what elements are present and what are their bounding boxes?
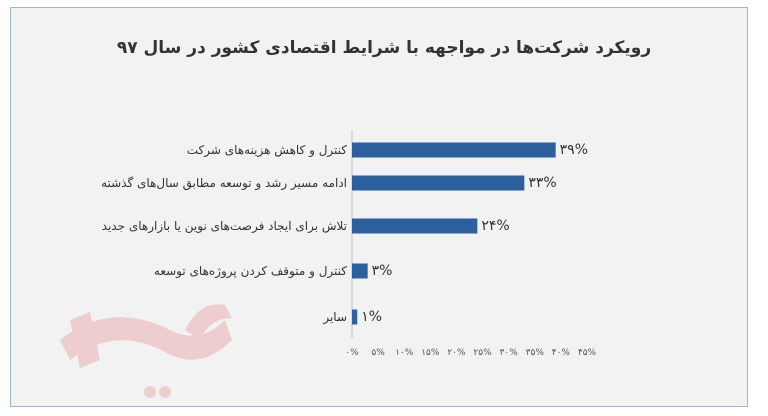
bar xyxy=(352,263,368,279)
x-tick-label: ۰% xyxy=(345,348,359,358)
chart-frame xyxy=(10,7,748,407)
data-label: ۳% xyxy=(371,263,393,279)
bar xyxy=(352,218,478,234)
category-label: کنترل و متوقف کردن پروژه‌های توسعه xyxy=(153,264,347,278)
data-label: ۲۴% xyxy=(481,218,510,234)
category-label: کنترل و کاهش هزینه‌های شرکت xyxy=(186,143,347,157)
x-tick-label: ۲۵% xyxy=(473,348,492,358)
bar xyxy=(352,175,525,191)
x-tick-label: ۱۰% xyxy=(395,348,414,358)
data-label: ۳۳% xyxy=(528,175,557,191)
bar xyxy=(352,309,358,325)
x-tick-label: ۵% xyxy=(371,348,385,358)
category-label: ادامه مسیر رشد و توسعه مطابق سال‌های گذش… xyxy=(101,176,347,190)
x-tick-label: ۴۰% xyxy=(551,348,570,358)
bar xyxy=(352,142,556,158)
data-label: ۱% xyxy=(361,309,383,325)
x-tick-label: ۴۵% xyxy=(577,348,597,358)
category-label: سایر xyxy=(323,310,347,324)
chart-title: رویکرد شرکت‌ها در مواجهه با شرایط اقتصاد… xyxy=(116,38,652,58)
data-label: ۳۹% xyxy=(559,142,588,158)
watermark-logo xyxy=(60,304,232,398)
x-tick-label: ۳۰% xyxy=(499,348,518,358)
x-tick-label: ۳۵% xyxy=(525,348,544,358)
x-tick-label: ۱۵% xyxy=(421,348,440,358)
category-label: تلاش برای ایجاد فرصت‌های نوین یا بازارها… xyxy=(101,219,347,233)
x-tick-label: ۲۰% xyxy=(447,348,466,358)
